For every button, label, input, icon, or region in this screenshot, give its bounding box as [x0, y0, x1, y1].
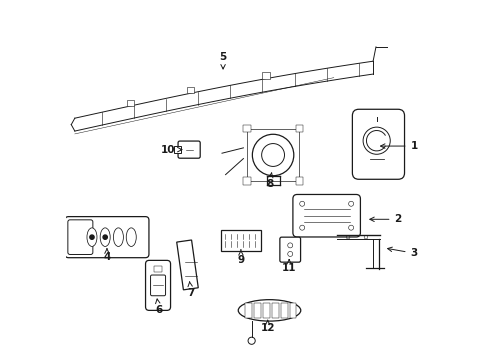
Ellipse shape: [238, 300, 300, 321]
Bar: [254, 303, 260, 318]
Ellipse shape: [126, 228, 136, 247]
Bar: [281, 303, 287, 318]
Text: 3: 3: [387, 247, 417, 258]
Circle shape: [103, 235, 107, 239]
Bar: [295, 125, 302, 132]
FancyBboxPatch shape: [352, 109, 404, 179]
Text: 10: 10: [160, 145, 182, 155]
Text: 2: 2: [369, 214, 401, 224]
Bar: [174, 146, 180, 153]
FancyBboxPatch shape: [150, 275, 165, 296]
Text: 6: 6: [155, 299, 162, 315]
Text: 11: 11: [281, 260, 296, 273]
Bar: [262, 72, 269, 79]
FancyBboxPatch shape: [292, 194, 360, 237]
Text: 5: 5: [219, 52, 226, 69]
FancyBboxPatch shape: [279, 237, 300, 262]
Text: 9: 9: [237, 250, 244, 265]
FancyBboxPatch shape: [68, 220, 93, 255]
Bar: [154, 266, 162, 272]
Bar: [126, 100, 134, 106]
Bar: [187, 87, 194, 93]
Bar: [245, 303, 251, 318]
Text: 7: 7: [187, 282, 194, 297]
Ellipse shape: [100, 228, 110, 247]
Text: 4: 4: [103, 249, 110, 262]
Bar: [272, 303, 278, 318]
Bar: [263, 303, 269, 318]
FancyBboxPatch shape: [65, 217, 149, 258]
FancyBboxPatch shape: [178, 141, 200, 158]
Text: 12: 12: [260, 320, 274, 333]
Circle shape: [90, 235, 94, 239]
Bar: [295, 177, 302, 185]
Text: 1: 1: [380, 141, 417, 151]
Bar: [243, 125, 250, 132]
Text: 8: 8: [265, 173, 273, 189]
Ellipse shape: [87, 228, 97, 247]
Bar: [289, 303, 296, 318]
Bar: [176, 240, 198, 290]
Bar: [243, 177, 250, 185]
Ellipse shape: [113, 228, 123, 247]
FancyBboxPatch shape: [145, 260, 170, 310]
Bar: [221, 230, 260, 251]
Bar: [246, 129, 299, 181]
